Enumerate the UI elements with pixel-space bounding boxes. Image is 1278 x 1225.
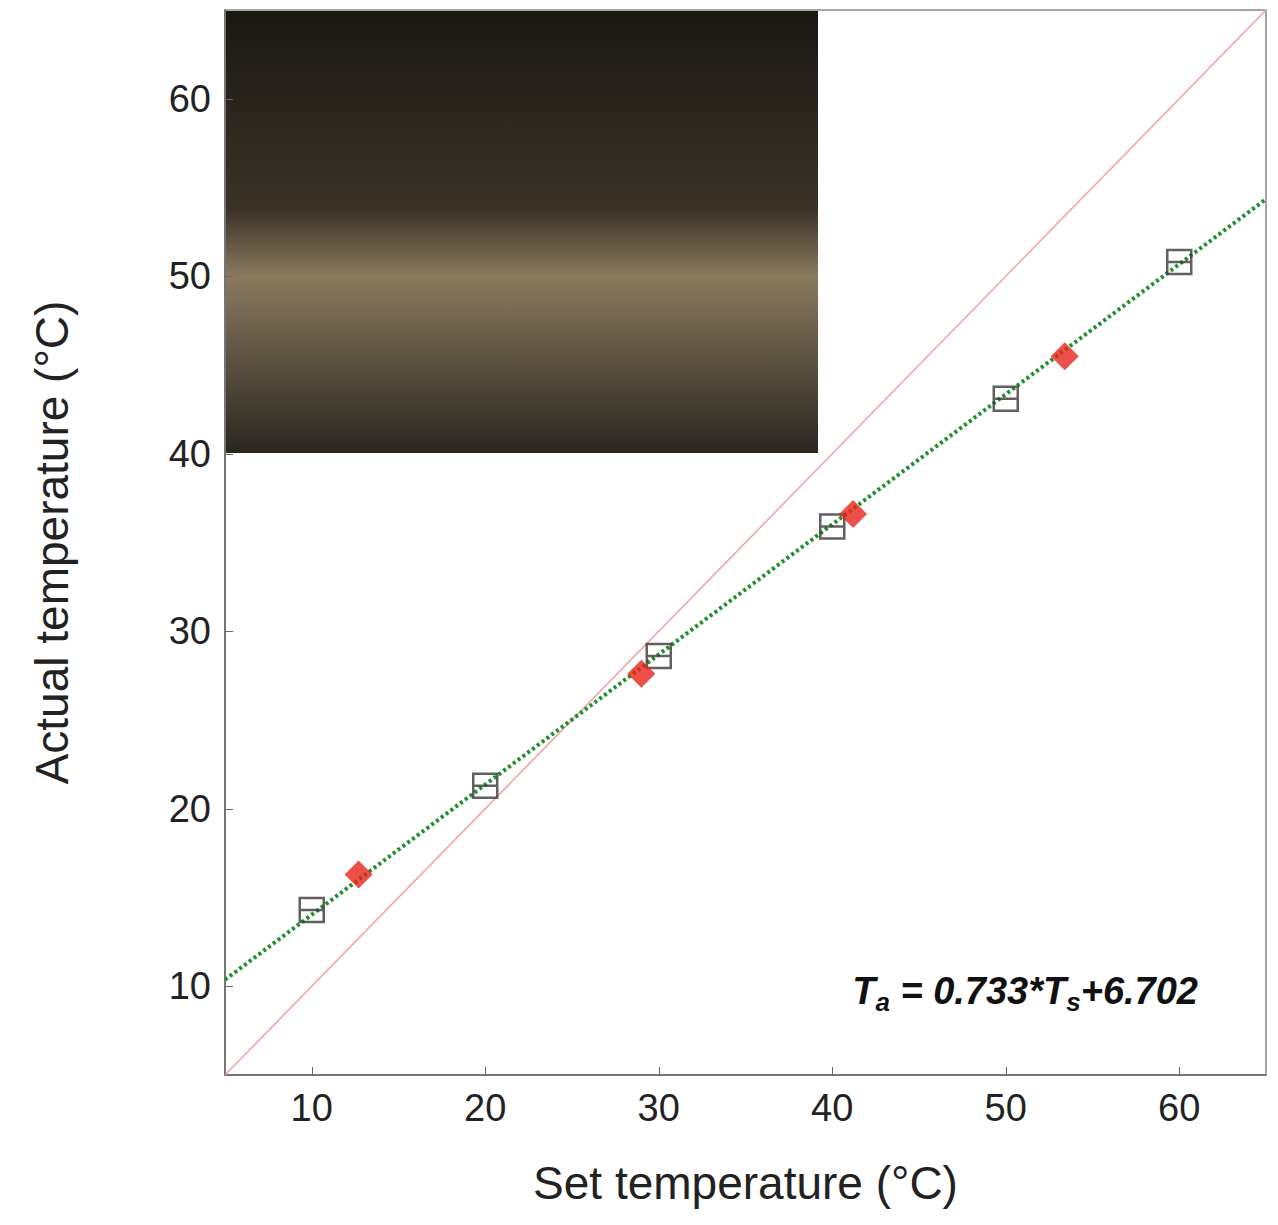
svg-text:30: 30 bbox=[169, 610, 211, 652]
svg-text:10: 10 bbox=[291, 1087, 333, 1129]
svg-text:30: 30 bbox=[638, 1087, 680, 1129]
svg-text:10: 10 bbox=[169, 965, 211, 1007]
svg-text:40: 40 bbox=[811, 1087, 853, 1129]
svg-text:60: 60 bbox=[1158, 1087, 1200, 1129]
svg-text:40: 40 bbox=[169, 433, 211, 475]
svg-text:T: T bbox=[1043, 970, 1069, 1012]
svg-text:50: 50 bbox=[169, 255, 211, 297]
svg-text:20: 20 bbox=[464, 1087, 506, 1129]
svg-text:Actual temperature (°C): Actual temperature (°C) bbox=[26, 301, 78, 785]
svg-text:20: 20 bbox=[169, 788, 211, 830]
svg-text:T: T bbox=[852, 970, 878, 1012]
svg-text:50: 50 bbox=[985, 1087, 1027, 1129]
svg-text:Set temperature (°C): Set temperature (°C) bbox=[533, 1157, 958, 1209]
svg-text:a: a bbox=[875, 987, 889, 1017]
svg-text:60: 60 bbox=[169, 78, 211, 120]
svg-text:= 0.733*: = 0.733* bbox=[890, 970, 1045, 1012]
svg-text:s: s bbox=[1066, 987, 1080, 1017]
svg-text:+6.702: +6.702 bbox=[1081, 970, 1198, 1012]
